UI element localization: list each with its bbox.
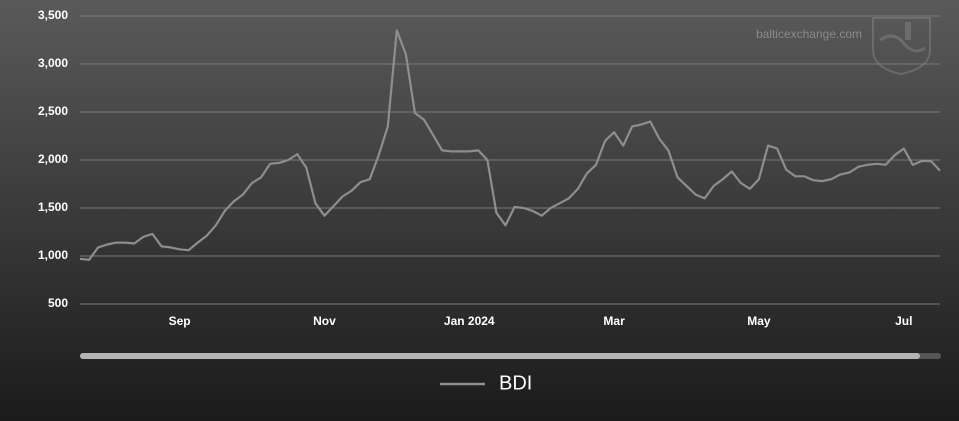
x-tick-label: Jan 2024 (444, 314, 495, 328)
y-tick-label: 3,000 (38, 56, 68, 70)
y-tick-label: 500 (48, 296, 68, 310)
legend-label: BDI (499, 372, 532, 394)
x-tick-label: May (747, 314, 771, 328)
x-tick-label: Nov (313, 314, 336, 328)
watermark: balticexchange.com (756, 27, 862, 41)
y-tick-label: 2,000 (38, 152, 68, 166)
data-line (79, 29, 941, 261)
x-tick-label: Jul (895, 314, 912, 328)
y-tick-label: 3,500 (38, 8, 68, 22)
logo (872, 17, 931, 76)
y-tick-label: 1,000 (38, 248, 68, 262)
y-tick-label: 2,500 (38, 104, 68, 118)
x-tick-label: Mar (603, 314, 625, 328)
x-tick-label: Sep (169, 314, 191, 328)
scrollbar-thumb[interactable] (80, 353, 920, 359)
y-tick-label: 1,500 (38, 200, 68, 214)
